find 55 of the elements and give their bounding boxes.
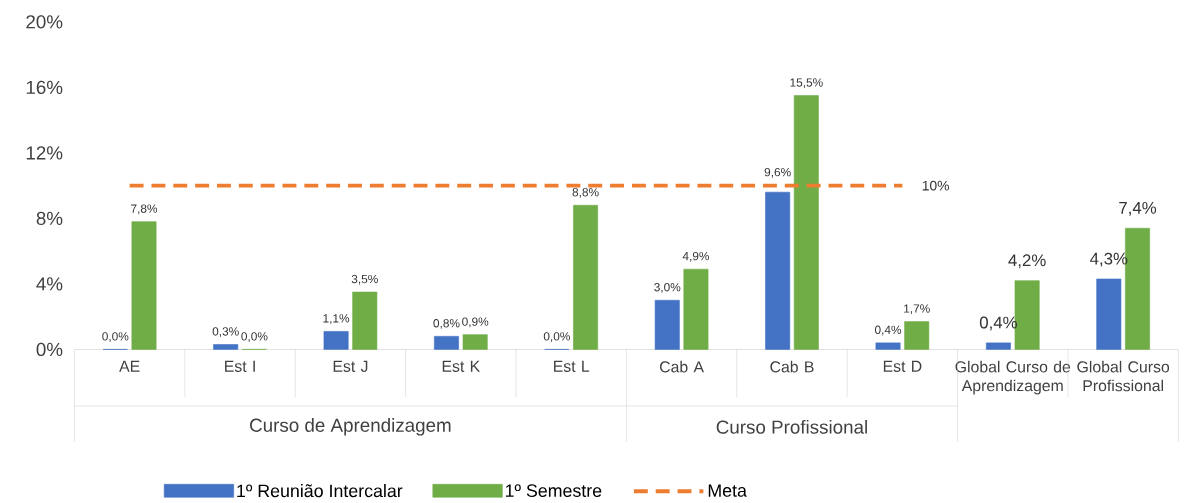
y-tick-label: 12% (26, 146, 63, 160)
x-tick-label: Est D (883, 360, 922, 372)
data-label: 7,8% (131, 204, 158, 215)
x-tick-label: Est L (554, 360, 590, 372)
legend-label: 1º Reunião Intercalar (237, 483, 403, 498)
bar (1096, 278, 1122, 350)
y-tick-label: 4% (36, 277, 63, 291)
data-label: 7,4% (1119, 201, 1157, 216)
data-label: 15,5% (790, 78, 823, 88)
x-tick-label: Global Curso de Aprendizagem (955, 360, 1071, 395)
bar (352, 291, 378, 350)
bar (765, 191, 791, 350)
data-label: 0,0% (102, 332, 129, 342)
data-label: 9,6% (764, 167, 791, 178)
bar (573, 204, 599, 350)
y-tick-label: 0% (36, 342, 63, 356)
data-label: 10% (922, 180, 949, 191)
text: Curso de Aprendizagem (250, 417, 451, 436)
bar (323, 330, 349, 350)
x-tick-label: AE (119, 360, 140, 372)
data-label: 0,8% (433, 318, 460, 329)
bar (793, 95, 819, 350)
bar (683, 268, 709, 350)
bar (654, 299, 680, 350)
bar (462, 334, 488, 350)
y-tick-label: 8% (36, 211, 63, 225)
data-label: 0,0% (241, 332, 268, 342)
bar (213, 344, 239, 350)
data-label: 8,8% (572, 187, 599, 198)
x-tick-label: Est I (225, 360, 255, 372)
x-tick-label: Est J (333, 360, 368, 372)
data-label: 0,4% (874, 325, 902, 336)
x-tick-label: Est K (442, 360, 480, 372)
bar (904, 321, 930, 350)
x-tick-label: Cab B (770, 360, 814, 373)
data-label: 4,9% (682, 251, 710, 262)
bar (434, 335, 459, 350)
bar (985, 342, 1011, 350)
bar (131, 221, 157, 350)
legend-label: Meta (708, 484, 747, 497)
text: Curso Profissional (716, 419, 867, 434)
data-label: 0,0% (543, 332, 570, 342)
data-label: 0,9% (462, 317, 489, 328)
data-label: 0,3% (212, 327, 239, 337)
x-tick-label: Cab A (659, 360, 704, 373)
data-label: 3,5% (351, 274, 378, 285)
x-tick-label: Global Curso Profissional (1077, 360, 1170, 392)
y-tick-label: 16% (26, 80, 63, 94)
y-tick-label: 20% (26, 15, 63, 29)
data-label: 1,7% (904, 304, 930, 314)
bar (875, 342, 901, 350)
data-label: 1,1% (323, 314, 350, 324)
data-label: 4,2% (1008, 254, 1046, 269)
data-label: 3,0% (654, 282, 681, 293)
legend-label: 1º Semestre (505, 484, 602, 497)
